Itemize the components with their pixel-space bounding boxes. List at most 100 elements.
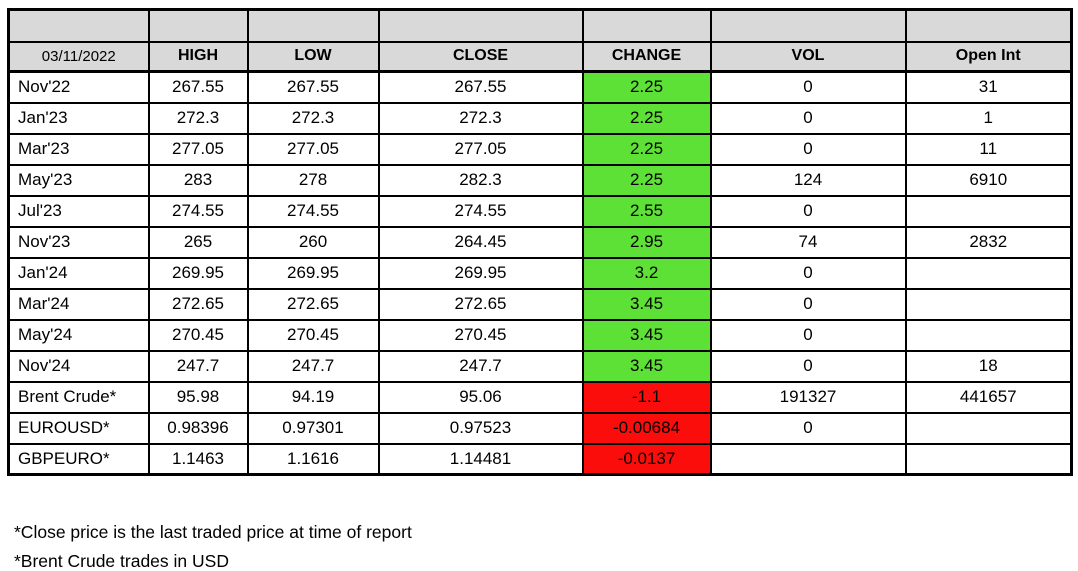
close-cell: 270.45 — [377, 318, 584, 352]
vol-cell: 191327 — [709, 380, 907, 414]
open-int-cell — [904, 194, 1073, 228]
contract-label-cell: May'23 — [7, 163, 150, 197]
low-cell: 94.19 — [246, 380, 380, 414]
column-header-cell: HIGH — [147, 40, 249, 73]
contract-label-cell: Brent Crude* — [7, 380, 150, 414]
footnote-close-price: *Close price is the last traded price at… — [14, 522, 412, 542]
change-cell: 3.45 — [581, 318, 712, 352]
high-cell: 269.95 — [147, 256, 249, 290]
open-int-cell: 441657 — [904, 380, 1073, 414]
table-body: Nov'22 267.55 267.55 267.55 2.25 0 31 Ja… — [7, 70, 1073, 476]
contract-label-cell: EUROUSD* — [7, 411, 150, 445]
spacer-cell — [7, 8, 150, 43]
high-cell: 95.98 — [147, 380, 249, 414]
change-cell: 2.25 — [581, 163, 712, 197]
change-cell: 2.25 — [581, 70, 712, 104]
change-cell: 2.25 — [581, 101, 712, 135]
vol-cell: 0 — [709, 287, 907, 321]
spacer-cell — [709, 8, 907, 43]
futures-price-table: 03/11/2022 HIGH LOW CLOSE CHANGE VOL Ope… — [7, 8, 1073, 476]
change-cell: 2.55 — [581, 194, 712, 228]
table-row: Brent Crude* 95.98 94.19 95.06 -1.1 1913… — [7, 380, 1073, 414]
spacer-cell — [147, 8, 249, 43]
high-cell: 247.7 — [147, 349, 249, 383]
close-cell: 95.06 — [377, 380, 584, 414]
high-cell: 265 — [147, 225, 249, 259]
low-cell: 0.97301 — [246, 411, 380, 445]
column-header-cell: Open Int — [904, 40, 1073, 73]
change-cell: 2.25 — [581, 132, 712, 166]
high-cell: 1.1463 — [147, 442, 249, 476]
close-cell: 274.55 — [377, 194, 584, 228]
table-header-row: 03/11/2022 HIGH LOW CLOSE CHANGE VOL Ope… — [7, 40, 1073, 73]
open-int-cell: 31 — [904, 70, 1073, 104]
low-cell: 270.45 — [246, 318, 380, 352]
spacer-cell — [246, 8, 380, 43]
close-cell: 267.55 — [377, 70, 584, 104]
high-cell: 270.45 — [147, 318, 249, 352]
low-cell: 247.7 — [246, 349, 380, 383]
low-cell: 278 — [246, 163, 380, 197]
low-cell: 277.05 — [246, 132, 380, 166]
table-row: Jan'24 269.95 269.95 269.95 3.2 0 — [7, 256, 1073, 290]
table-row: Nov'23 265 260 264.45 2.95 74 2832 — [7, 225, 1073, 259]
contract-label-cell: Nov'24 — [7, 349, 150, 383]
low-cell: 260 — [246, 225, 380, 259]
contract-label-cell: Jul'23 — [7, 194, 150, 228]
open-int-cell — [904, 442, 1073, 476]
table-row: Mar'23 277.05 277.05 277.05 2.25 0 11 — [7, 132, 1073, 166]
table-row: GBPEURO* 1.1463 1.1616 1.14481 -0.0137 — [7, 442, 1073, 476]
close-cell: 282.3 — [377, 163, 584, 197]
footnote-brent-usd: *Brent Crude trades in USD — [14, 551, 229, 571]
vol-cell: 0 — [709, 70, 907, 104]
open-int-cell — [904, 256, 1073, 290]
high-cell: 272.3 — [147, 101, 249, 135]
spacer-cell — [581, 8, 712, 43]
vol-cell: 0 — [709, 349, 907, 383]
spacer-cell — [377, 8, 584, 43]
high-cell: 277.05 — [147, 132, 249, 166]
contract-label-cell: Jan'23 — [7, 101, 150, 135]
vol-cell: 0 — [709, 101, 907, 135]
report-date-cell: 03/11/2022 — [7, 40, 150, 73]
contract-label-cell: Jan'24 — [7, 256, 150, 290]
change-cell: -0.0137 — [581, 442, 712, 476]
column-header-cell: CHANGE — [581, 40, 712, 73]
open-int-cell: 18 — [904, 349, 1073, 383]
change-cell: 3.45 — [581, 349, 712, 383]
vol-cell — [709, 442, 907, 476]
high-cell: 272.65 — [147, 287, 249, 321]
vol-cell: 74 — [709, 225, 907, 259]
table-row: Mar'24 272.65 272.65 272.65 3.45 0 — [7, 287, 1073, 321]
high-cell: 0.98396 — [147, 411, 249, 445]
open-int-cell: 6910 — [904, 163, 1073, 197]
contract-label-cell: Nov'22 — [7, 70, 150, 104]
close-cell: 272.3 — [377, 101, 584, 135]
table-row: Nov'24 247.7 247.7 247.7 3.45 0 18 — [7, 349, 1073, 383]
open-int-cell: 1 — [904, 101, 1073, 135]
change-cell: -0.00684 — [581, 411, 712, 445]
column-header-cell: LOW — [246, 40, 380, 73]
contract-label-cell: Mar'24 — [7, 287, 150, 321]
close-cell: 247.7 — [377, 349, 584, 383]
table-row: Jan'23 272.3 272.3 272.3 2.25 0 1 — [7, 101, 1073, 135]
table-row: EUROUSD* 0.98396 0.97301 0.97523 -0.0068… — [7, 411, 1073, 445]
table-row: Jul'23 274.55 274.55 274.55 2.55 0 — [7, 194, 1073, 228]
open-int-cell — [904, 318, 1073, 352]
contract-label-cell: Mar'23 — [7, 132, 150, 166]
close-cell: 0.97523 — [377, 411, 584, 445]
vol-cell: 0 — [709, 318, 907, 352]
change-cell: 3.2 — [581, 256, 712, 290]
low-cell: 267.55 — [246, 70, 380, 104]
spacer-cell — [904, 8, 1073, 43]
contract-label-cell: GBPEURO* — [7, 442, 150, 476]
vol-cell: 124 — [709, 163, 907, 197]
low-cell: 274.55 — [246, 194, 380, 228]
column-header-cell: CLOSE — [377, 40, 584, 73]
open-int-cell — [904, 287, 1073, 321]
table-top-spacer-row — [7, 8, 1073, 43]
table-head: 03/11/2022 HIGH LOW CLOSE CHANGE VOL Ope… — [7, 8, 1073, 73]
open-int-cell: 2832 — [904, 225, 1073, 259]
contract-label-cell: May'24 — [7, 318, 150, 352]
